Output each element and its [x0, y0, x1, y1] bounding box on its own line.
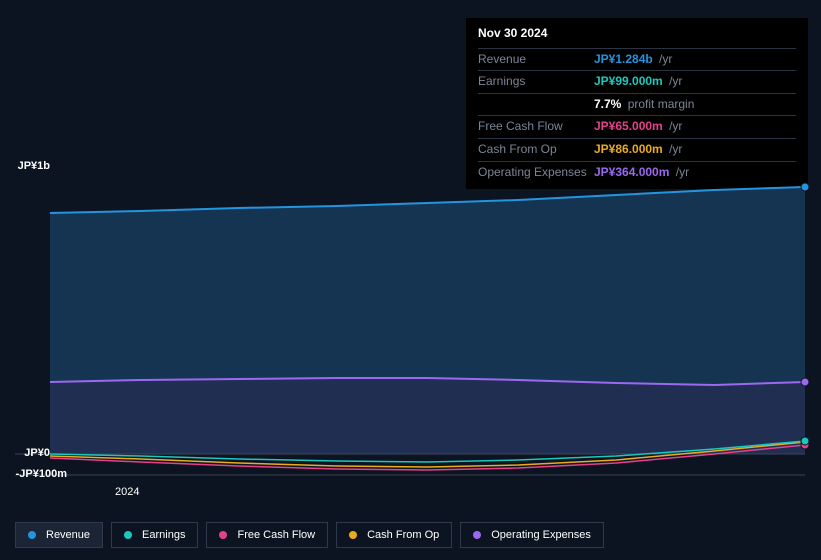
tooltip-row-suffix: /yr — [666, 142, 683, 156]
tooltip-row-value: JP¥99.000m — [594, 74, 663, 88]
legend-label: Earnings — [142, 529, 185, 541]
end-marker — [801, 183, 809, 191]
tooltip-row-suffix: profit margin — [624, 97, 694, 111]
tooltip-row-label — [478, 97, 594, 113]
tooltip-row: EarningsJP¥99.000m /yr — [478, 70, 796, 93]
tooltip-row-label: Revenue — [478, 52, 594, 68]
tooltip-row-suffix: /yr — [666, 74, 683, 88]
chart-plot[interactable] — [15, 175, 805, 480]
legend-label: Operating Expenses — [491, 529, 591, 541]
legend-label: Revenue — [46, 529, 90, 541]
legend-item-earnings[interactable]: Earnings — [111, 522, 198, 548]
chart-legend: Revenue Earnings Free Cash Flow Cash From O… — [15, 522, 604, 548]
tooltip-row-value: 7.7% — [594, 97, 621, 111]
legend-label: Free Cash Flow — [237, 529, 315, 541]
x-axis-label: 2024 — [115, 486, 139, 498]
legend-item-revenue[interactable]: Revenue — [15, 522, 103, 548]
tooltip-row: Free Cash FlowJP¥65.000m /yr — [478, 115, 796, 138]
area-operating-expenses — [50, 378, 805, 454]
y-axis-zero-label: JP¥0 — [24, 447, 50, 459]
legend-item-free-cash-flow[interactable]: Free Cash Flow — [206, 522, 328, 548]
tooltip-row-label: Free Cash Flow — [478, 119, 594, 135]
tooltip-row-value: JP¥1.284b — [594, 52, 653, 66]
end-marker — [801, 437, 809, 445]
legend-item-operating-expenses[interactable]: Operating Expenses — [460, 522, 604, 548]
y-axis-neg-label: -JP¥100m — [16, 468, 67, 480]
legend-dot-icon — [28, 531, 36, 539]
end-marker — [801, 378, 809, 386]
legend-dot-icon — [219, 531, 227, 539]
legend-dot-icon — [349, 531, 357, 539]
tooltip-date: Nov 30 2024 — [478, 26, 796, 48]
legend-label: Cash From Op — [367, 529, 439, 541]
tooltip-row: 7.7% profit margin — [478, 93, 796, 116]
legend-dot-icon — [473, 531, 481, 539]
tooltip-row-value: JP¥86.000m — [594, 142, 663, 156]
y-axis-top-label: JP¥1b — [18, 160, 50, 172]
tooltip-row-label: Earnings — [478, 74, 594, 90]
tooltip-row: Cash From OpJP¥86.000m /yr — [478, 138, 796, 161]
chart-area: JP¥1b JP¥0-JP¥100m2024 — [15, 160, 805, 480]
tooltip-row-label: Cash From Op — [478, 142, 594, 158]
tooltip-row-suffix: /yr — [666, 119, 683, 133]
tooltip-row-suffix: /yr — [656, 52, 673, 66]
tooltip-row-value: JP¥65.000m — [594, 119, 663, 133]
legend-item-cash-from-op[interactable]: Cash From Op — [336, 522, 452, 548]
tooltip-row: RevenueJP¥1.284b /yr — [478, 48, 796, 71]
legend-dot-icon — [124, 531, 132, 539]
